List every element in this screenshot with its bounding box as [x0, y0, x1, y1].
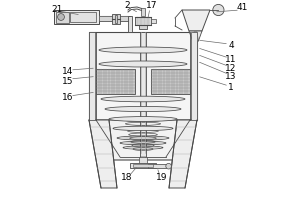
Bar [141, 8, 145, 16]
Polygon shape [189, 31, 202, 41]
Bar [128, 16, 132, 32]
Text: 11: 11 [225, 55, 237, 64]
Text: 16: 16 [62, 94, 74, 102]
Text: 14: 14 [62, 68, 74, 76]
Ellipse shape [120, 137, 166, 139]
Polygon shape [182, 10, 210, 31]
Bar [89, 32, 197, 120]
Bar [151, 19, 156, 23]
Ellipse shape [125, 147, 161, 149]
Ellipse shape [101, 96, 185, 102]
Ellipse shape [99, 61, 187, 67]
Text: 1: 1 [228, 83, 234, 92]
Bar [135, 17, 151, 25]
Bar [139, 157, 147, 163]
Ellipse shape [105, 106, 181, 112]
Circle shape [213, 4, 224, 16]
Polygon shape [169, 120, 197, 188]
Bar [115, 15, 117, 23]
Polygon shape [89, 120, 197, 160]
Bar [99, 16, 130, 21]
Ellipse shape [99, 47, 187, 53]
Circle shape [58, 14, 64, 20]
Ellipse shape [122, 142, 164, 144]
Text: 12: 12 [225, 64, 237, 73]
Text: 2: 2 [125, 1, 130, 10]
Polygon shape [89, 120, 117, 188]
Ellipse shape [109, 117, 177, 121]
Ellipse shape [113, 126, 173, 131]
Bar [96, 69, 135, 94]
Circle shape [166, 163, 171, 169]
Text: 41: 41 [236, 3, 248, 12]
Bar [56, 12, 69, 23]
Bar [140, 32, 146, 157]
Text: 17: 17 [146, 1, 158, 10]
Bar [191, 32, 197, 120]
Text: 18: 18 [121, 173, 133, 182]
Text: 19: 19 [156, 173, 168, 182]
Bar [112, 14, 120, 24]
Bar [151, 69, 190, 94]
Bar [130, 163, 156, 168]
Polygon shape [193, 32, 198, 41]
Bar [140, 25, 147, 29]
Text: 21: 21 [51, 4, 63, 14]
Polygon shape [141, 162, 145, 167]
Bar [148, 164, 166, 168]
Bar [70, 12, 96, 22]
Text: 4: 4 [228, 42, 234, 50]
Bar [133, 164, 153, 167]
Bar [89, 32, 95, 120]
Text: 15: 15 [62, 76, 74, 86]
Text: 13: 13 [225, 72, 237, 81]
Bar [54, 10, 99, 24]
Polygon shape [140, 157, 146, 162]
